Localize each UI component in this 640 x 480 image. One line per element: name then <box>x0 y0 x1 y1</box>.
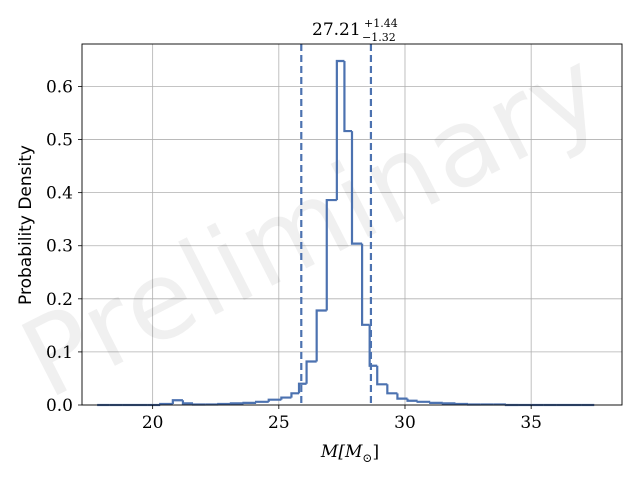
histogram-bin <box>396 393 408 400</box>
x-axis-label-end: ] <box>372 442 379 462</box>
x-axis-label-sub: ⊙ <box>362 451 372 465</box>
x-tick-label: 30 <box>394 413 416 433</box>
histogram-bin <box>280 396 292 400</box>
histogram-bin <box>305 360 317 384</box>
watermark-text: Preliminary <box>3 25 623 423</box>
median-annotation: 27.21 +1.44 −1.32 <box>312 12 403 44</box>
y-tick-label: 0.4 <box>46 184 73 204</box>
x-tick-label: 35 <box>520 413 542 433</box>
y-tick-label: 0.0 <box>46 396 73 416</box>
watermark-layer: Preliminary <box>3 25 623 423</box>
histogram-bin <box>335 59 345 201</box>
y-tick-label: 0.1 <box>46 343 73 363</box>
histogram-bin <box>429 401 443 404</box>
histogram-bin <box>297 382 307 394</box>
histogram-bin <box>325 198 337 311</box>
y-tick-label: 0.2 <box>46 290 73 310</box>
histogram-bin <box>290 392 300 398</box>
histogram-bin <box>466 403 481 406</box>
histogram-bin <box>406 398 418 402</box>
histogram-bin <box>376 365 388 386</box>
y-axis-ticks: 0.0 0.1 0.2 0.3 0.4 0.5 0.6 <box>46 77 82 416</box>
histogram-bin <box>229 402 244 405</box>
histogram-bin <box>191 403 206 406</box>
credible-interval-lines <box>300 44 373 405</box>
histogram-bin <box>315 309 327 362</box>
histogram-bin <box>368 324 378 367</box>
histogram-bin <box>350 131 363 245</box>
plot-frame <box>81 43 623 406</box>
y-tick-label: 0.6 <box>46 77 73 97</box>
annotation-plus: +1.44 <box>364 17 398 30</box>
histogram-bin <box>454 402 469 406</box>
histogram-bin <box>171 399 183 404</box>
histogram-bin <box>255 400 269 403</box>
histogram-bin <box>267 398 282 402</box>
y-axis-label: Probability Density <box>16 145 36 305</box>
annotation-minus: −1.32 <box>362 31 396 44</box>
x-tick-label: 20 <box>142 413 164 433</box>
histogram-bin <box>343 60 352 133</box>
histogram-bin <box>217 402 231 406</box>
y-tick-label: 0.3 <box>46 237 73 257</box>
annotation-median: 27.21 <box>312 20 361 40</box>
x-axis-ticks: 20 25 30 35 <box>142 405 542 433</box>
y-tick-label: 0.5 <box>46 131 73 151</box>
histogram-bin <box>242 401 257 404</box>
x-axis-label: M[M⊙] <box>320 442 379 465</box>
histogram-bin <box>416 400 431 403</box>
x-axis-label-main: M[M <box>320 442 363 462</box>
x-tick-label: 25 <box>268 413 290 433</box>
histogram-bin <box>181 400 194 405</box>
histogram-bin <box>386 384 398 395</box>
histogram-bin <box>441 402 456 405</box>
histogram-bin <box>360 243 370 326</box>
